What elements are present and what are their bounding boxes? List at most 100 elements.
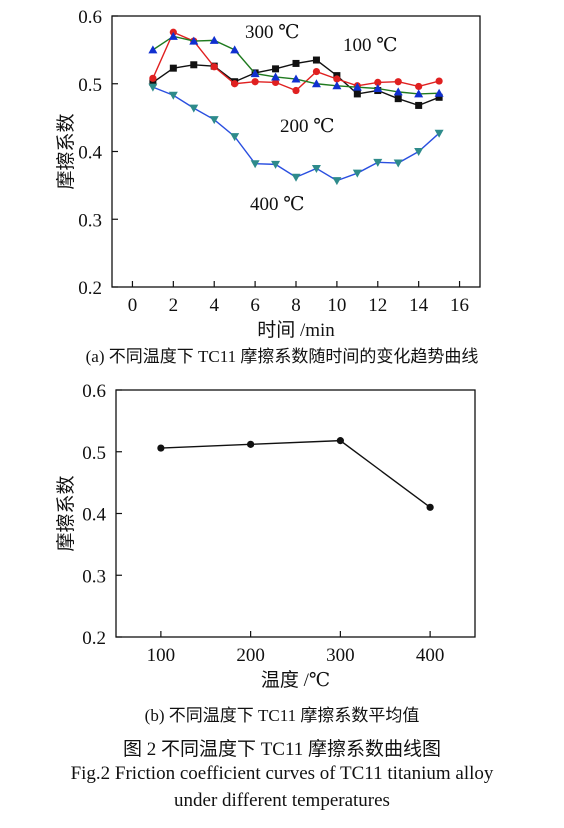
data-point xyxy=(251,78,259,86)
data-point xyxy=(426,503,434,511)
y-tick-label: 0.3 xyxy=(82,566,106,587)
data-point xyxy=(272,65,280,73)
y-tick-label: 0.2 xyxy=(82,628,106,649)
x-axis-label: 时间 /min xyxy=(257,319,335,341)
y-tick-label: 0.6 xyxy=(82,381,106,402)
data-point xyxy=(210,63,218,71)
data-point xyxy=(414,89,424,98)
data-point xyxy=(374,78,382,86)
x-tick-label: 200 xyxy=(236,645,265,666)
x-tick-label: 16 xyxy=(450,295,469,316)
x-tick-label: 10 xyxy=(327,295,346,316)
data-point xyxy=(190,61,198,69)
data-point xyxy=(271,78,280,86)
series-annotation: 300 ℃ xyxy=(245,22,300,43)
data-point xyxy=(149,74,157,82)
data-point xyxy=(434,88,444,97)
data-point xyxy=(292,86,300,95)
data-point xyxy=(271,160,281,169)
data-point xyxy=(336,437,344,445)
x-tick-label: 4 xyxy=(209,295,219,316)
figure-title-en-line-1: Fig.2 Friction coefficient curves of TC1… xyxy=(70,763,494,784)
series-line xyxy=(160,439,431,508)
caption-a: (a) 不同温度下 TC11 摩擦系数随时间的变化趋势曲线 xyxy=(85,347,479,366)
data-point xyxy=(333,75,341,83)
data-point xyxy=(157,444,165,452)
figure-title: 图 2 不同温度下 TC11 摩擦系数曲线图 xyxy=(122,739,442,760)
data-point xyxy=(148,45,158,54)
data-point xyxy=(230,133,240,142)
data-point xyxy=(415,101,423,109)
series-3 xyxy=(148,31,444,98)
chart-b: 0.2 0.3 0.4 0.5 0.6 100 200 300 400 温度 /℃ 摩擦系数 xyxy=(55,381,476,691)
data-point xyxy=(435,77,443,85)
data-point xyxy=(415,82,423,91)
x-tick-label: 300 xyxy=(326,645,355,666)
data-point xyxy=(312,67,321,76)
data-point xyxy=(209,35,219,44)
data-point xyxy=(250,160,260,169)
series-1 xyxy=(157,437,434,511)
x-tick-label: 8 xyxy=(291,295,301,316)
series-annotation: 100 ℃ xyxy=(343,35,398,56)
x-tick-label: 2 xyxy=(169,295,179,316)
data-point xyxy=(149,78,157,86)
data-point xyxy=(414,148,424,156)
data-point xyxy=(291,74,301,83)
data-point xyxy=(332,177,342,186)
figure-title-en-line-2: under different temperatures xyxy=(174,790,390,811)
data-point xyxy=(189,36,199,45)
caption-b: (b) 不同温度下 TC11 摩擦系数平均值 xyxy=(144,706,420,725)
y-tick-label: 0.2 xyxy=(78,278,102,299)
y-tick-label: 0.4 xyxy=(82,505,106,526)
data-point xyxy=(148,83,158,92)
data-point xyxy=(311,79,321,88)
series-annotation: 400 ℃ xyxy=(250,194,305,215)
data-point xyxy=(435,93,443,101)
series-annotation: 200 ℃ xyxy=(280,116,335,137)
chart-a: 0.2 0.3 0.4 0.5 0.6 0 2 4 6 8 10 12 14 16 时间 /min 摩擦系数 3… xyxy=(55,7,481,341)
y-tick-label: 0.5 xyxy=(82,443,106,464)
y-tick-label: 0.4 xyxy=(78,143,102,164)
data-point xyxy=(394,78,402,86)
x-tick-label: 12 xyxy=(368,295,387,316)
data-point xyxy=(352,169,362,178)
data-point xyxy=(250,69,260,78)
data-point xyxy=(271,72,281,81)
y-tick-label: 0.6 xyxy=(78,7,102,28)
data-point xyxy=(189,104,199,113)
data-point xyxy=(169,64,177,72)
x-tick-label: 400 xyxy=(416,645,445,666)
x-tick-label: 6 xyxy=(250,295,260,316)
data-point xyxy=(353,90,361,98)
data-point xyxy=(434,129,444,138)
data-point xyxy=(231,80,239,88)
data-point xyxy=(393,159,403,168)
series-4 xyxy=(148,83,444,186)
data-point xyxy=(291,173,301,182)
x-tick-label: 14 xyxy=(409,295,429,316)
data-point xyxy=(247,440,255,448)
x-tick-label: 0 xyxy=(128,295,138,316)
y-axis-label: 摩擦系数 xyxy=(55,475,77,551)
data-point xyxy=(168,91,178,100)
x-tick-label: 100 xyxy=(147,645,176,666)
plot-frame xyxy=(111,15,481,288)
data-point xyxy=(394,95,402,103)
plot-frame xyxy=(115,389,476,638)
data-point xyxy=(311,164,321,173)
y-tick-label: 0.5 xyxy=(78,75,102,96)
data-point xyxy=(352,82,362,91)
data-point xyxy=(292,59,300,67)
data-point xyxy=(230,45,240,54)
data-point xyxy=(373,158,383,167)
data-point xyxy=(332,81,342,90)
y-axis-label: 摩擦系数 xyxy=(55,113,77,189)
y-tick-label: 0.3 xyxy=(78,210,102,231)
data-point xyxy=(373,83,383,92)
data-point xyxy=(168,31,178,40)
data-point xyxy=(209,116,219,125)
x-axis-label: 温度 /℃ xyxy=(261,669,330,691)
data-point xyxy=(312,56,320,64)
